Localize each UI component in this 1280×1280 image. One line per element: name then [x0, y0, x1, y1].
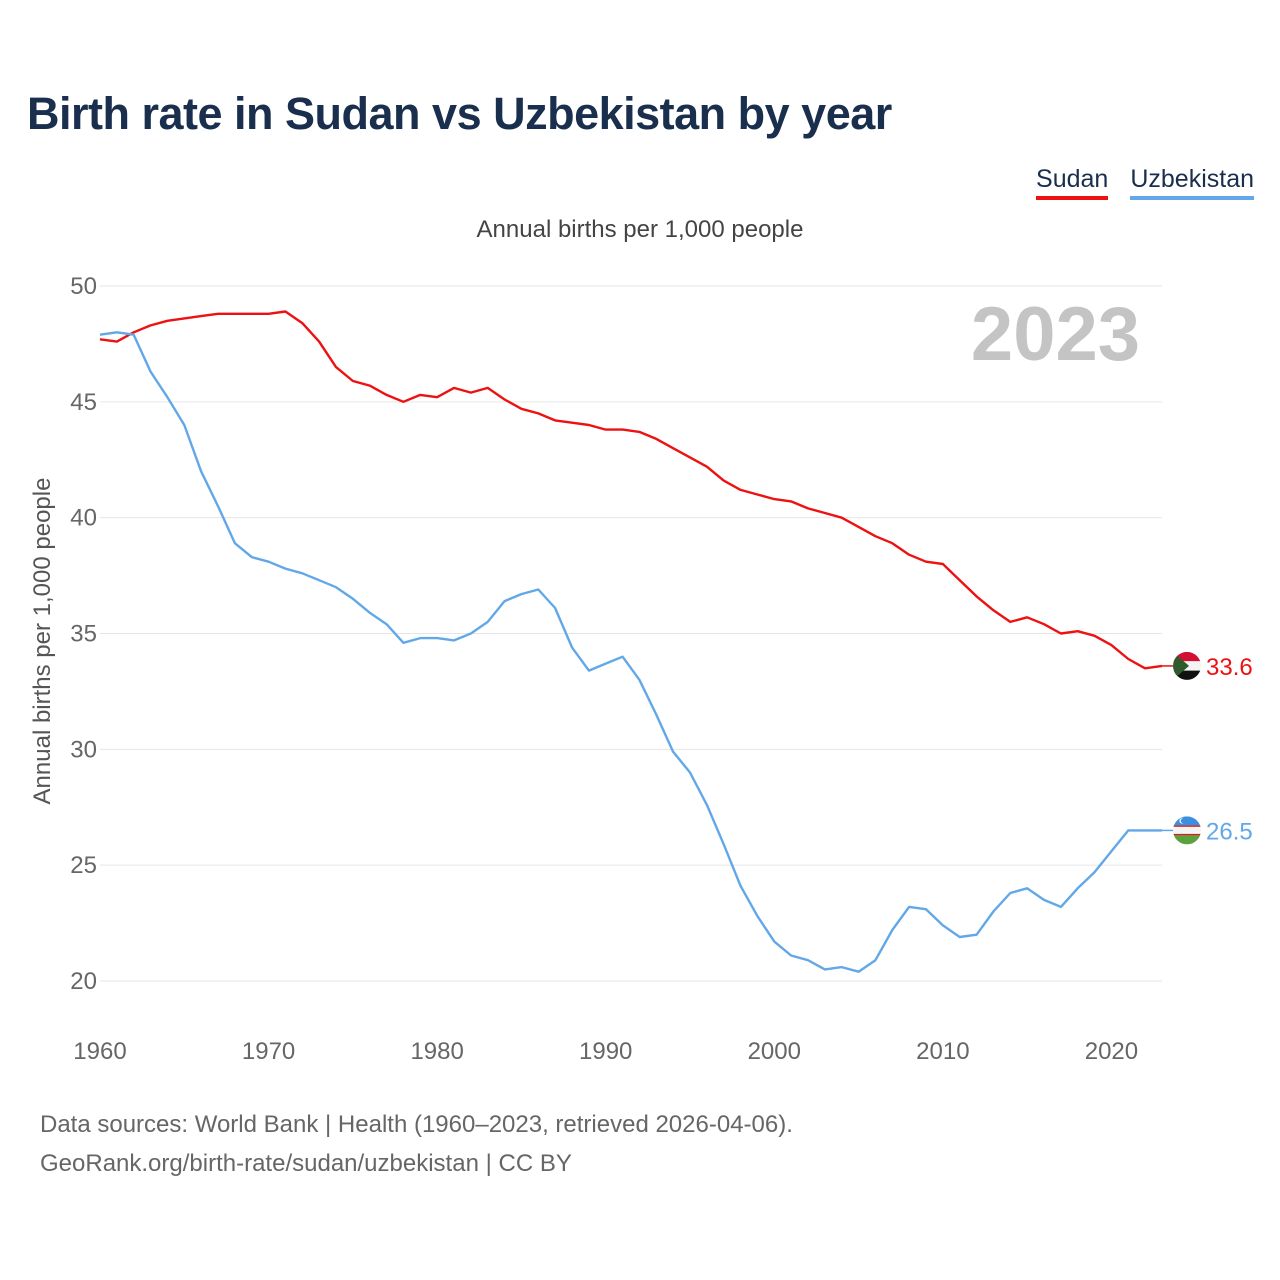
x-tick-label: 2000	[748, 1038, 801, 1065]
sudan-flag-icon	[1173, 651, 1201, 680]
y-tick-label: 45	[70, 389, 97, 416]
series-line-sudan[interactable]	[99, 310, 1163, 670]
series-lines	[99, 310, 1173, 973]
footer-link[interactable]: GeoRank.org/birth-rate/sudan/uzbekistan …	[40, 1150, 572, 1177]
y-tick-label: 25	[70, 852, 97, 879]
end-value-label-uzbekistan: 26.5	[1206, 818, 1253, 845]
year-watermark: 2023	[971, 292, 1140, 377]
y-tick-label: 50	[70, 273, 97, 300]
end-value-label-sudan: 33.6	[1206, 654, 1253, 681]
x-tick-label: 2010	[916, 1038, 969, 1065]
x-axis-ticks: 1960 1970 1980 1990 2000 2010 2020	[73, 1038, 1138, 1065]
end-markers: 33.6 26.5	[1173, 651, 1253, 845]
y-tick-label: 35	[70, 621, 97, 648]
y-tick-label: 30	[70, 736, 97, 763]
chart-title: Birth rate in Sudan vs Uzbekistan by yea…	[27, 88, 892, 139]
series-line-uzbekistan[interactable]	[99, 331, 1162, 973]
legend: Sudan Uzbekistan	[1036, 165, 1254, 200]
x-tick-label: 1970	[242, 1038, 295, 1065]
gridlines	[100, 285, 1162, 982]
legend-item-uzbekistan[interactable]: Uzbekistan	[1130, 165, 1254, 200]
x-tick-label: 2020	[1085, 1038, 1138, 1065]
line-chart: 50 45 40 35 30 25 20 1960 1970 1980 1990 2000 2010 2…	[29, 273, 1253, 1065]
y-tick-label: 40	[70, 505, 97, 532]
footer: Data sources: World Bank | Health (1960–…	[40, 1105, 793, 1183]
x-tick-label: 1990	[579, 1038, 632, 1065]
uzbekistan-flag-icon	[1173, 816, 1201, 845]
x-tick-label: 1960	[73, 1038, 126, 1065]
y-axis-label: Annual births per 1,000 people	[29, 478, 56, 805]
footer-sources: Data sources: World Bank | Health (1960–…	[40, 1111, 793, 1138]
chart-subtitle: Annual births per 1,000 people	[476, 216, 804, 243]
y-axis-ticks: 50 45 40 35 30 25 20	[70, 273, 97, 995]
y-tick-label: 20	[70, 968, 97, 995]
legend-item-sudan[interactable]: Sudan	[1036, 165, 1109, 200]
x-tick-label: 1980	[410, 1038, 463, 1065]
